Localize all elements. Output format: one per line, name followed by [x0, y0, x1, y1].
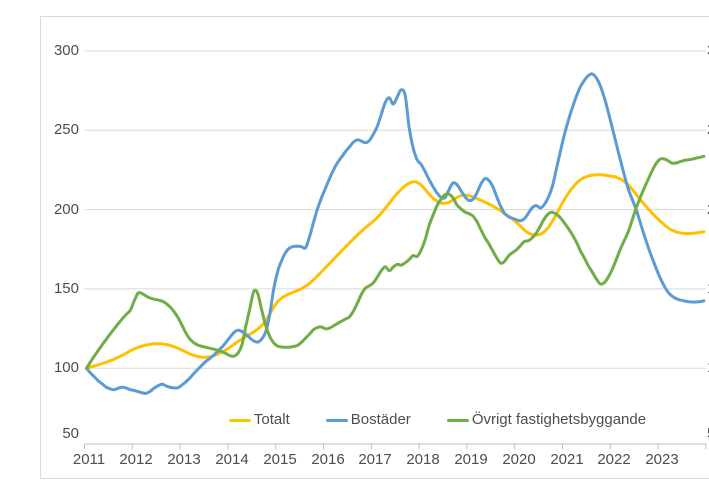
x-axis-label: 2017 [358, 451, 392, 468]
y-axis-label-left: 100 [53, 359, 79, 377]
plot-area [84, 50, 707, 449]
x-axis-label: 2011 [72, 451, 106, 468]
legend-line-bostader-icon [325, 418, 348, 422]
series-line-1 [85, 72, 706, 395]
x-axis-label: 2014 [215, 451, 249, 468]
y-axis-label-right: 100 [707, 359, 709, 377]
y-axis-label-right: 200 [707, 201, 709, 219]
y-axis-label-left: 200 [53, 200, 79, 218]
x-axis-label: 2015 [263, 451, 297, 468]
legend-line-ovrigt-icon [446, 418, 469, 422]
x-axis-label: 2020 [502, 451, 536, 468]
legend-label-totalt: Totalt [253, 411, 290, 428]
y-axis-label-left: 300 [53, 42, 79, 59]
legend-line-totalt-icon [228, 418, 251, 422]
x-axis-label: 2018 [406, 451, 440, 468]
y-axis-label-right: 300 [707, 42, 709, 60]
series-line-0 [85, 173, 706, 370]
legend-label-ovrigt: Övrigt fastighetsbyggande [471, 411, 647, 428]
legend-item-totalt: Totalt [228, 410, 290, 430]
y-axis-label-left: 250 [53, 121, 79, 139]
y-axis-label-right: 150 [707, 280, 709, 298]
series-line-2 [85, 154, 706, 370]
x-axis-label: 2016 [311, 451, 345, 468]
x-axis-label: 2023 [645, 451, 679, 468]
x-axis-label: 2012 [119, 451, 153, 468]
y-axis-label-left: 150 [53, 279, 79, 297]
legend: Totalt Bostäder Övrigt fastighetsbyggand… [41, 408, 709, 432]
legend-item-bostader: Bostäder [325, 410, 411, 430]
x-axis-label: 2013 [167, 451, 201, 468]
x-axis-label: 2019 [454, 451, 488, 468]
x-axis-label: 2021 [550, 451, 584, 468]
y-axis-label-right: 250 [707, 121, 709, 139]
line-chart: 300 300 250 250 200 200 150 150 100 100 50 50 2011 20… [40, 16, 709, 479]
legend-item-ovrigt: Övrigt fastighetsbyggande [446, 410, 647, 430]
y-axis-label-left: 50 [62, 425, 79, 442]
x-axis-label: 2022 [597, 451, 631, 468]
y-axis-label-right: 50 [707, 425, 709, 443]
legend-label-bostader: Bostäder [350, 411, 411, 428]
